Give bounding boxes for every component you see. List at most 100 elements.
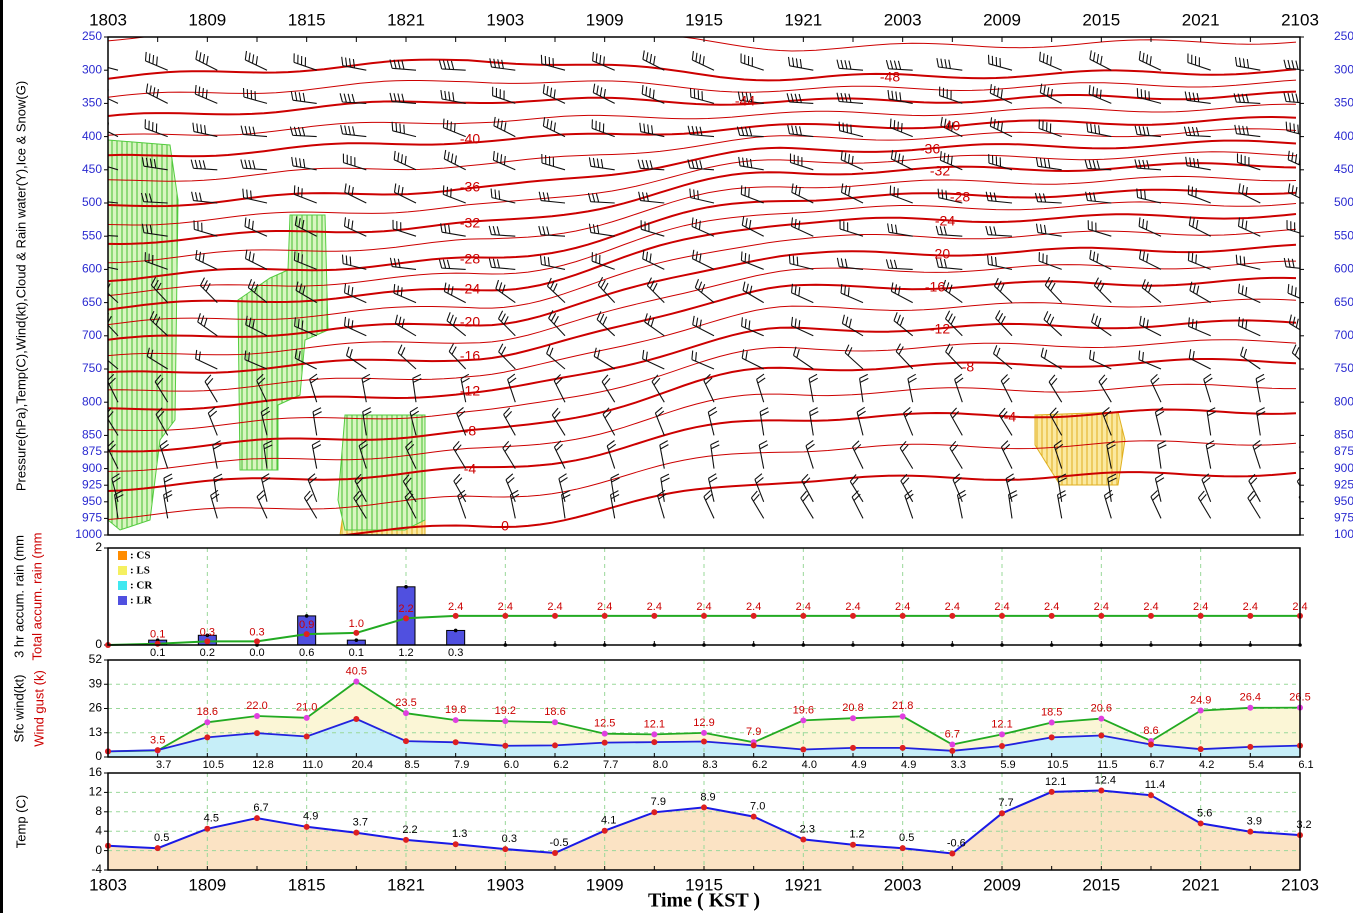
contour-label: -8	[464, 423, 477, 439]
wind-barb	[440, 223, 466, 237]
wind-barb	[438, 259, 466, 270]
y-axis-title: Wind gust (k)	[31, 670, 46, 747]
wind-barb	[840, 284, 864, 304]
marker	[254, 815, 260, 822]
y-tick-label: 550	[82, 228, 102, 242]
wind-barb	[149, 310, 169, 337]
wind-barb	[244, 217, 268, 237]
value-label: 10.5	[203, 759, 224, 771]
wind-barb	[740, 185, 764, 204]
cloud-region	[108, 139, 179, 531]
wind-barb	[294, 349, 317, 370]
value-label: 2.4	[1044, 601, 1059, 613]
value-label: 2.4	[1094, 601, 1109, 613]
value-label: 12.1	[1045, 776, 1066, 788]
wind-barb	[1000, 374, 1013, 403]
wind-barb	[242, 188, 268, 204]
wind-barb	[353, 490, 367, 519]
wind-barb	[393, 284, 417, 304]
wind-barb	[800, 490, 814, 519]
wind-barb	[890, 149, 913, 171]
value-label: 2.4	[448, 601, 463, 613]
marker	[999, 612, 1005, 619]
wind-barb	[1240, 346, 1261, 370]
wind-barb	[293, 185, 317, 204]
wind-barb	[1252, 440, 1262, 469]
wind-barb	[606, 440, 617, 469]
wind-barb	[1101, 406, 1112, 436]
value-label: 8.9	[700, 791, 715, 803]
wind-barb	[108, 313, 119, 337]
wind-barb	[789, 153, 814, 171]
wind-barb	[541, 153, 566, 171]
marker	[354, 638, 359, 642]
wind-barb	[1291, 344, 1300, 361]
wind-barb	[689, 188, 715, 204]
marker	[452, 717, 459, 724]
marker	[552, 742, 558, 749]
wind-barb	[361, 373, 371, 403]
isotherm	[108, 37, 1297, 52]
legend-swatch	[118, 551, 127, 560]
value-label: 22.0	[246, 700, 267, 712]
wind-barb	[195, 50, 218, 71]
isotherm	[108, 319, 1297, 411]
wind-barb	[950, 407, 963, 436]
isotherm	[108, 90, 1297, 117]
contour-label: -28	[950, 189, 970, 205]
marker	[651, 731, 658, 738]
value-label: 4.0	[802, 759, 817, 771]
wind-barb	[340, 124, 367, 138]
isotherm	[108, 175, 1297, 264]
wind-barb	[1086, 122, 1112, 138]
marker	[304, 614, 309, 618]
value-label: 1.2	[398, 647, 413, 659]
value-label: 0.5	[154, 832, 169, 844]
wind-barb	[936, 58, 963, 71]
wind-barb	[597, 276, 616, 303]
marker	[1048, 788, 1055, 795]
wind-barb	[1189, 281, 1211, 304]
wind-barb	[1235, 254, 1261, 270]
y-tick-label: 925	[82, 477, 102, 491]
wind-barb	[1038, 252, 1062, 270]
contour-label: -4	[464, 461, 477, 477]
plot-frame	[107, 659, 1301, 758]
wind-barb	[1089, 249, 1112, 270]
value-label: 12.1	[991, 718, 1012, 730]
wind-barb	[646, 277, 665, 303]
wind-barb	[660, 473, 670, 502]
marker	[552, 719, 558, 726]
wind-barb	[852, 440, 864, 469]
wind-barb	[260, 473, 271, 502]
y2-tick-label: 900	[1334, 461, 1353, 475]
marker	[353, 715, 360, 722]
value-label: 8.6	[1143, 725, 1158, 737]
wind-barb	[687, 159, 715, 171]
wind-barb	[602, 407, 616, 436]
wind-barb	[1038, 119, 1062, 138]
value-label: 0.6	[299, 647, 314, 659]
value-label: 2.4	[597, 601, 612, 613]
value-label: 7.0	[750, 801, 765, 813]
wind-barb	[140, 192, 168, 204]
wind-barb	[144, 252, 168, 270]
contour-label: -20	[460, 314, 480, 330]
wind-barb	[937, 188, 963, 204]
wind-barb	[899, 440, 914, 469]
wind-barb	[1247, 490, 1261, 519]
wind-barb	[1093, 277, 1112, 303]
wind-barb	[1205, 440, 1216, 469]
marker	[701, 738, 707, 745]
y2-tick-label: 650	[1334, 295, 1353, 309]
wind-barb	[687, 125, 715, 138]
wind-barb	[659, 440, 669, 469]
wind-barb	[498, 310, 516, 337]
wind-barb	[1044, 276, 1063, 303]
marker	[1098, 732, 1105, 739]
value-label: 0.3	[502, 833, 517, 845]
wind-barb	[1187, 53, 1211, 71]
wind-barb	[141, 157, 168, 171]
contour-label: -28	[460, 251, 480, 267]
